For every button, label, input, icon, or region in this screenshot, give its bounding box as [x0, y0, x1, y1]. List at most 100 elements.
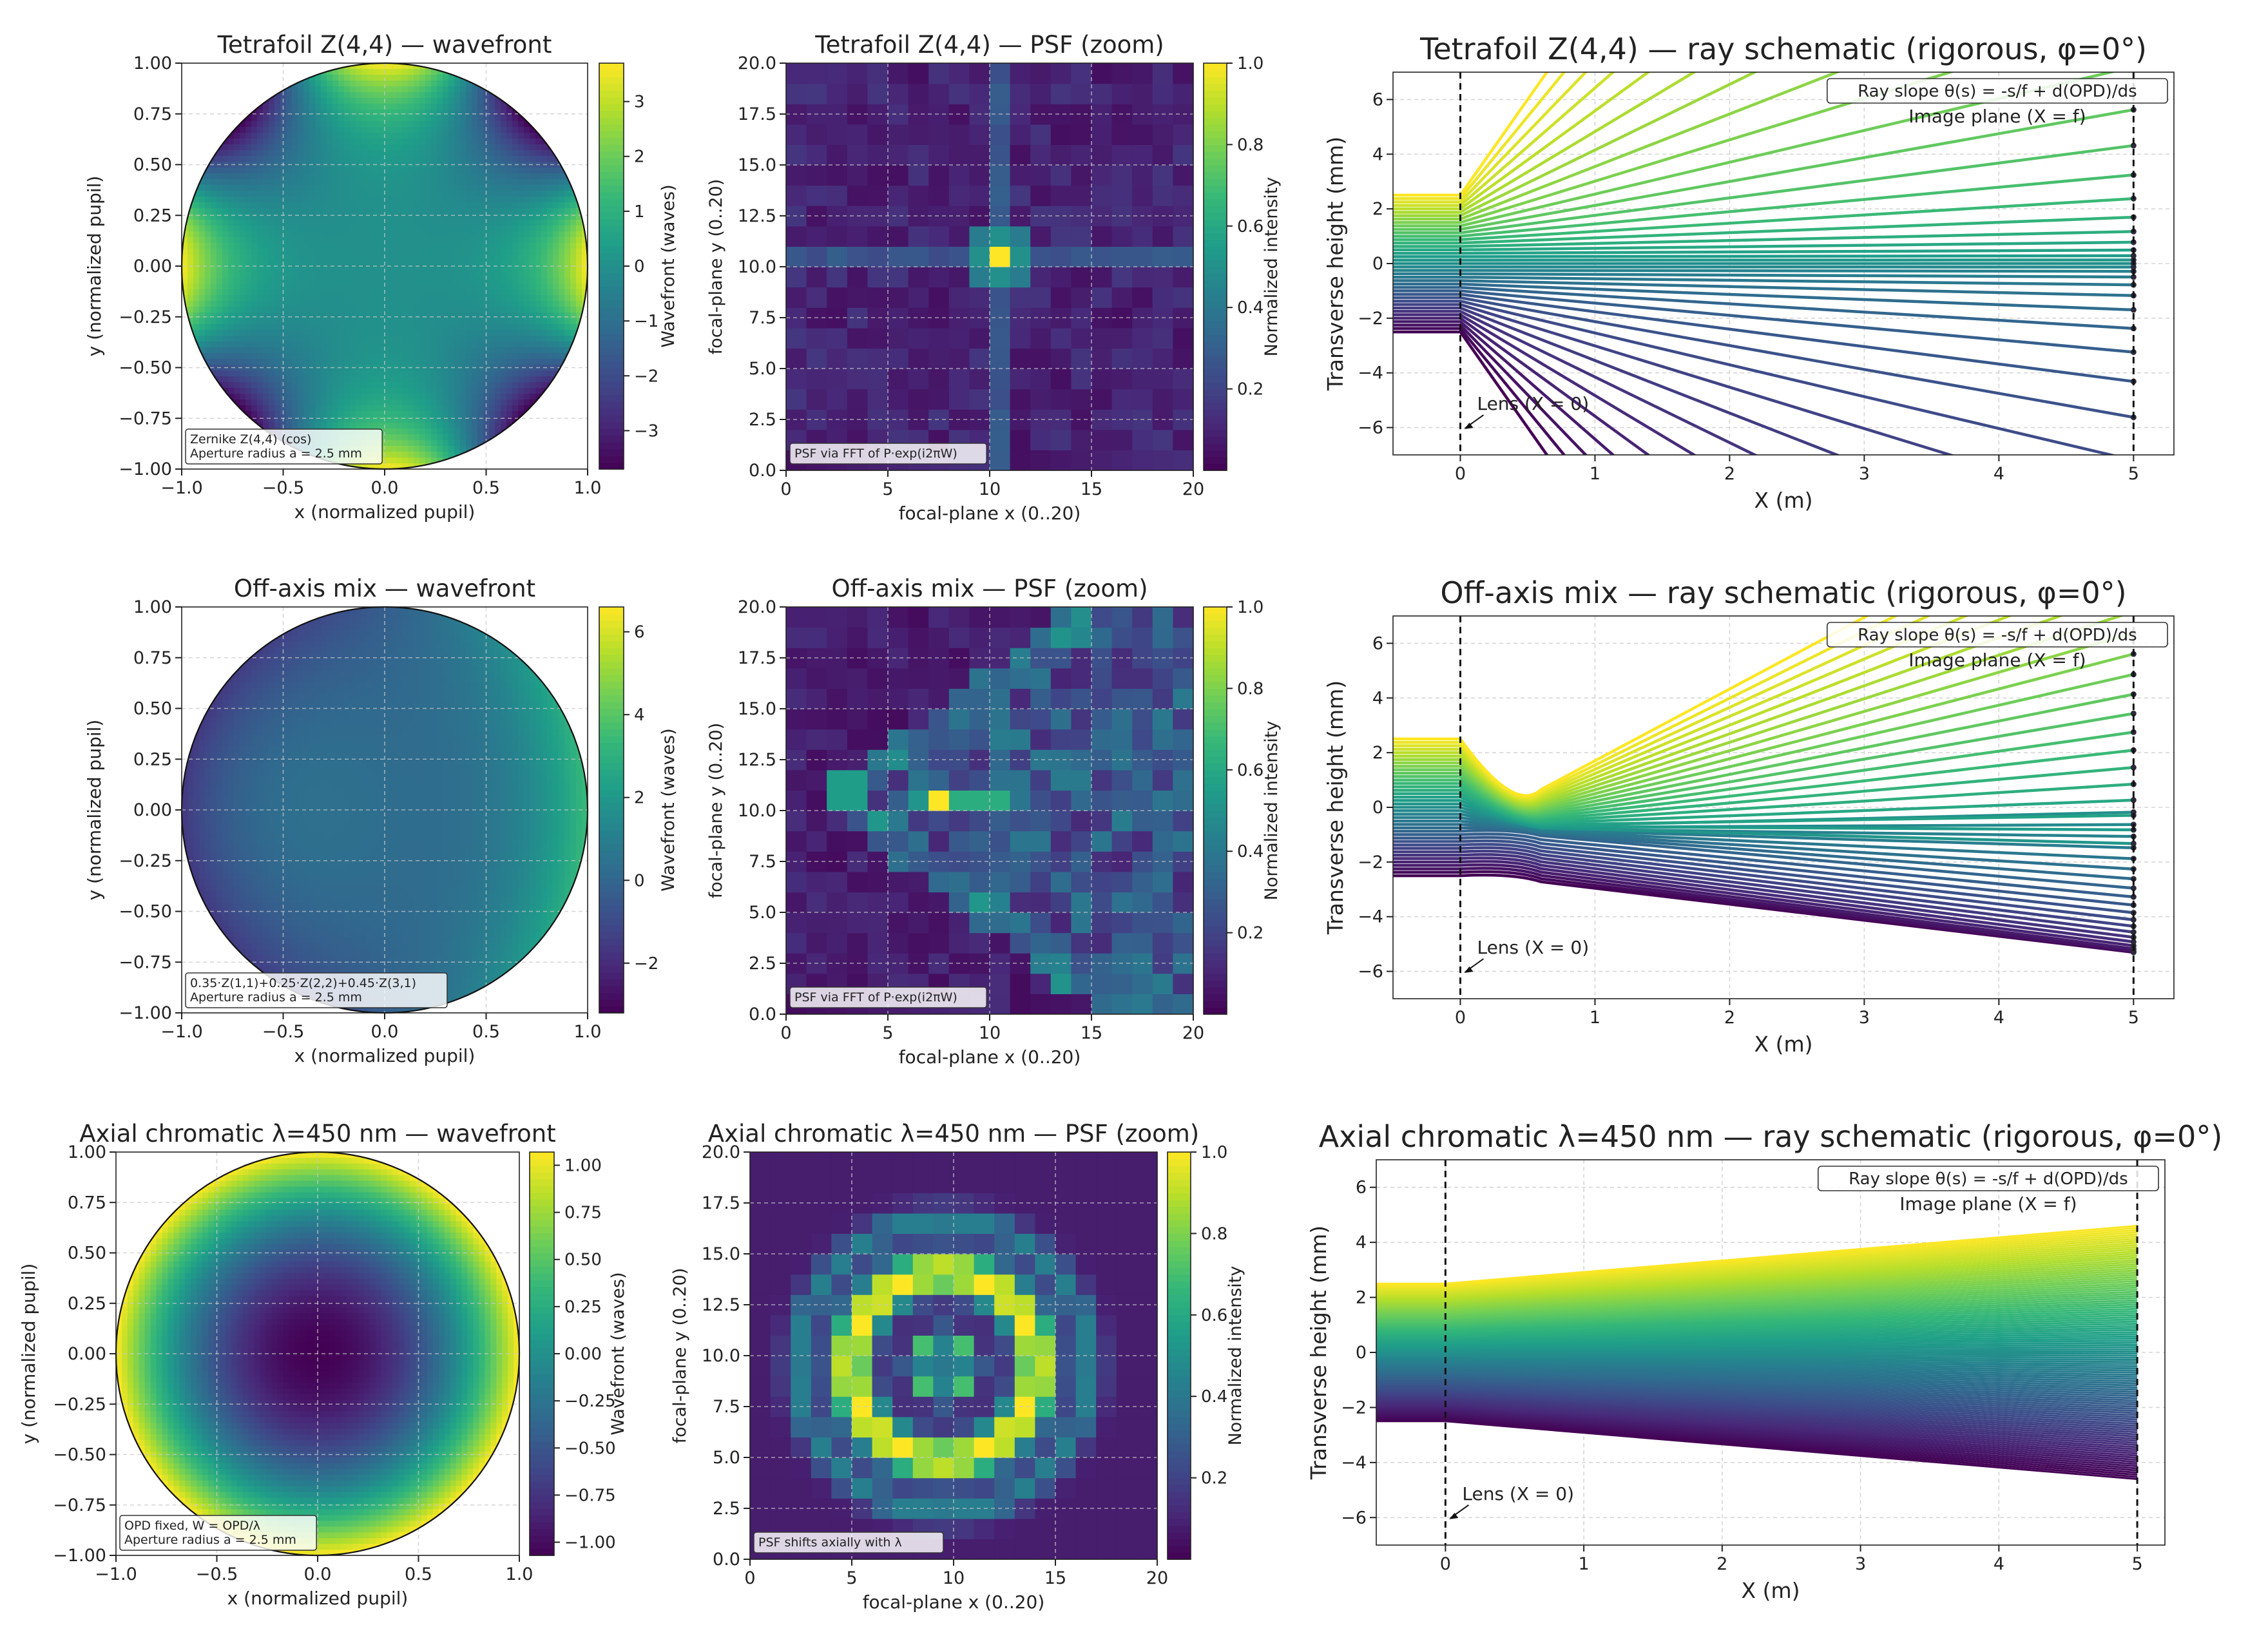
psf-pixel	[1091, 226, 1113, 247]
wavefront-cell	[280, 214, 287, 220]
wavefront-cell	[576, 226, 582, 232]
wavefront-cell	[356, 399, 362, 406]
wavefront-cell	[466, 301, 472, 307]
colorbar-segment	[599, 300, 624, 307]
wavefront-cell	[263, 394, 269, 400]
psf-pixel	[786, 185, 807, 206]
wavefront-cell	[193, 301, 200, 307]
wavefront-cell	[298, 86, 304, 93]
wavefront-cell	[222, 376, 229, 383]
wavefront-cell	[245, 139, 252, 145]
wavefront-cell	[205, 168, 211, 174]
wavefront-cell	[332, 341, 339, 348]
wavefront-cell	[466, 127, 472, 133]
wavefront-cell	[437, 341, 443, 348]
wavefront-cell	[472, 452, 478, 458]
wavefront-cell	[576, 266, 582, 273]
wavefront-cell	[257, 237, 264, 244]
wavefront-cell	[425, 98, 432, 104]
wavefront-cell	[495, 289, 501, 296]
wavefront-cell	[367, 463, 374, 469]
wavefront-cell	[327, 405, 333, 412]
wavefront-cell	[245, 399, 252, 406]
wavefront-cell	[431, 249, 437, 255]
wavefront-cell	[443, 86, 449, 93]
wavefront-cell	[518, 121, 524, 128]
wavefront-cell	[356, 98, 362, 104]
wavefront-cell	[257, 243, 264, 249]
wavefront-cell	[367, 92, 374, 99]
wavefront-cell	[321, 226, 327, 232]
wavefront-cell	[524, 185, 530, 191]
wavefront-cell	[419, 144, 426, 151]
wavefront-cell	[518, 365, 524, 371]
wavefront-cell	[332, 370, 339, 377]
wavefront-cell	[454, 452, 461, 458]
wavefront-cell	[298, 347, 304, 354]
wavefront-cell	[205, 868, 211, 874]
wavefront-cell	[518, 370, 524, 377]
psf-pixel	[786, 389, 807, 410]
wf-ytick-label: 0.75	[133, 104, 172, 124]
wavefront-cell	[211, 255, 217, 261]
wavefront-cell	[321, 278, 327, 284]
wavefront-cell	[431, 452, 437, 458]
wavefront-cell	[309, 417, 316, 423]
wavefront-cell	[245, 370, 252, 377]
wavefront-cell	[216, 231, 223, 238]
wavefront-cell	[367, 226, 374, 232]
wavefront-cell	[385, 191, 391, 197]
wavefront-cell	[373, 289, 380, 296]
psf-pixel	[1111, 348, 1133, 369]
psf-pixel	[928, 144, 950, 166]
wavefront-cell	[257, 341, 264, 348]
wavefront-cell	[385, 330, 391, 336]
wavefront-cell	[344, 260, 351, 267]
wavefront-cell	[205, 202, 211, 209]
wavefront-cell	[559, 243, 565, 249]
wavefront-cell	[303, 284, 310, 290]
wavefront-cell	[356, 312, 362, 319]
wavefront-cell	[182, 237, 188, 244]
wavefront-cell	[263, 208, 269, 215]
psf-pixel	[1071, 307, 1092, 329]
wavefront-cell	[431, 86, 437, 93]
colorbar-tick-label: 0	[634, 257, 645, 276]
wavefront-cell	[518, 185, 524, 191]
wavefront-cell	[385, 446, 391, 452]
colorbar-segment	[599, 104, 624, 111]
wavefront-cell	[448, 347, 455, 354]
wavefront-cell	[524, 179, 530, 186]
wavefront-cell	[477, 191, 484, 197]
wavefront-cell	[379, 295, 385, 302]
wavefront-cell	[327, 347, 333, 354]
wavefront-cell	[379, 92, 385, 99]
wavefront-cell	[303, 312, 310, 319]
wavefront-cell	[524, 162, 530, 168]
colorbar-segment	[1204, 409, 1227, 417]
colorbar-segment	[599, 327, 624, 334]
wavefront-cell	[437, 370, 443, 377]
psf-pixel	[908, 307, 929, 329]
colorbar-segment	[599, 266, 624, 274]
wavefront-cell	[193, 879, 200, 886]
wavefront-cell	[454, 173, 461, 180]
wavefront-cell	[303, 197, 310, 203]
wavefront-cell	[443, 341, 449, 348]
wavefront-cell	[524, 197, 530, 203]
psf-pixel	[1173, 63, 1194, 84]
wavefront-cell	[286, 98, 293, 104]
wavefront-cell	[385, 457, 391, 464]
wavefront-cell	[367, 115, 374, 122]
wavefront-cell	[385, 81, 391, 87]
wavefront-cell	[535, 191, 542, 197]
wavefront-cell	[222, 168, 229, 174]
wavefront-cell	[373, 353, 380, 360]
psf-pixel	[908, 246, 929, 267]
wavefront-cell	[477, 98, 484, 104]
wavefront-cell	[425, 69, 432, 75]
wavefront-cell	[338, 127, 345, 133]
wavefront-cell	[385, 197, 391, 203]
psf-pixel	[1010, 348, 1031, 369]
wavefront-cell	[193, 868, 200, 874]
